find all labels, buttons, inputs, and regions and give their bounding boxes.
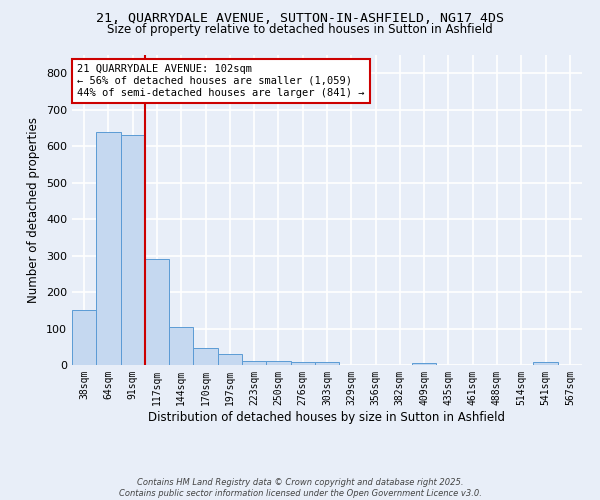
Bar xyxy=(266,362,290,365)
X-axis label: Distribution of detached houses by size in Sutton in Ashfield: Distribution of detached houses by size … xyxy=(149,410,505,424)
Bar xyxy=(218,354,242,365)
Bar xyxy=(72,310,96,365)
Bar xyxy=(193,348,218,365)
Bar xyxy=(290,362,315,365)
Text: 21 QUARRYDALE AVENUE: 102sqm
← 56% of detached houses are smaller (1,059)
44% of: 21 QUARRYDALE AVENUE: 102sqm ← 56% of de… xyxy=(77,64,365,98)
Text: 21, QUARRYDALE AVENUE, SUTTON-IN-ASHFIELD, NG17 4DS: 21, QUARRYDALE AVENUE, SUTTON-IN-ASHFIEL… xyxy=(96,12,504,26)
Bar xyxy=(96,132,121,365)
Bar xyxy=(169,327,193,365)
Bar xyxy=(242,362,266,365)
Y-axis label: Number of detached properties: Number of detached properties xyxy=(28,117,40,303)
Text: Size of property relative to detached houses in Sutton in Ashfield: Size of property relative to detached ho… xyxy=(107,22,493,36)
Bar xyxy=(533,362,558,365)
Bar xyxy=(412,363,436,365)
Bar xyxy=(121,135,145,365)
Bar xyxy=(315,362,339,365)
Bar xyxy=(145,259,169,365)
Text: Contains HM Land Registry data © Crown copyright and database right 2025.
Contai: Contains HM Land Registry data © Crown c… xyxy=(119,478,481,498)
